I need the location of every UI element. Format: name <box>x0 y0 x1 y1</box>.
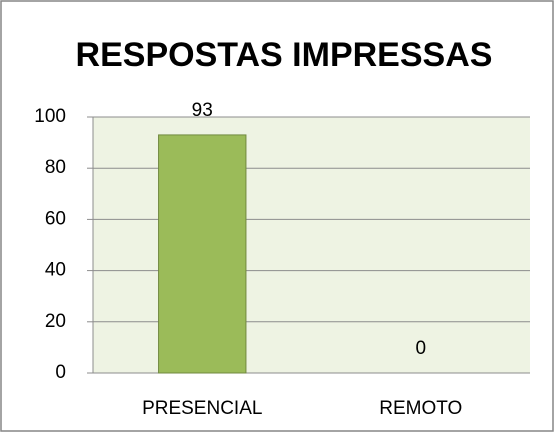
x-tick-label: REMOTO <box>379 398 462 419</box>
y-tick-label: 0 <box>55 362 66 383</box>
chart-title: RESPOSTAS IMPRESSAS <box>76 36 493 74</box>
bar <box>158 134 247 374</box>
x-tick-label: PRESENCIAL <box>142 398 262 419</box>
y-tick-label: 20 <box>45 311 66 332</box>
y-tick-label: 80 <box>45 157 66 178</box>
data-label: 0 <box>415 338 426 359</box>
y-tick-label: 100 <box>34 106 66 127</box>
data-label: 93 <box>192 100 213 121</box>
y-tick-label: 60 <box>45 208 66 229</box>
y-tick-label: 40 <box>45 260 66 281</box>
